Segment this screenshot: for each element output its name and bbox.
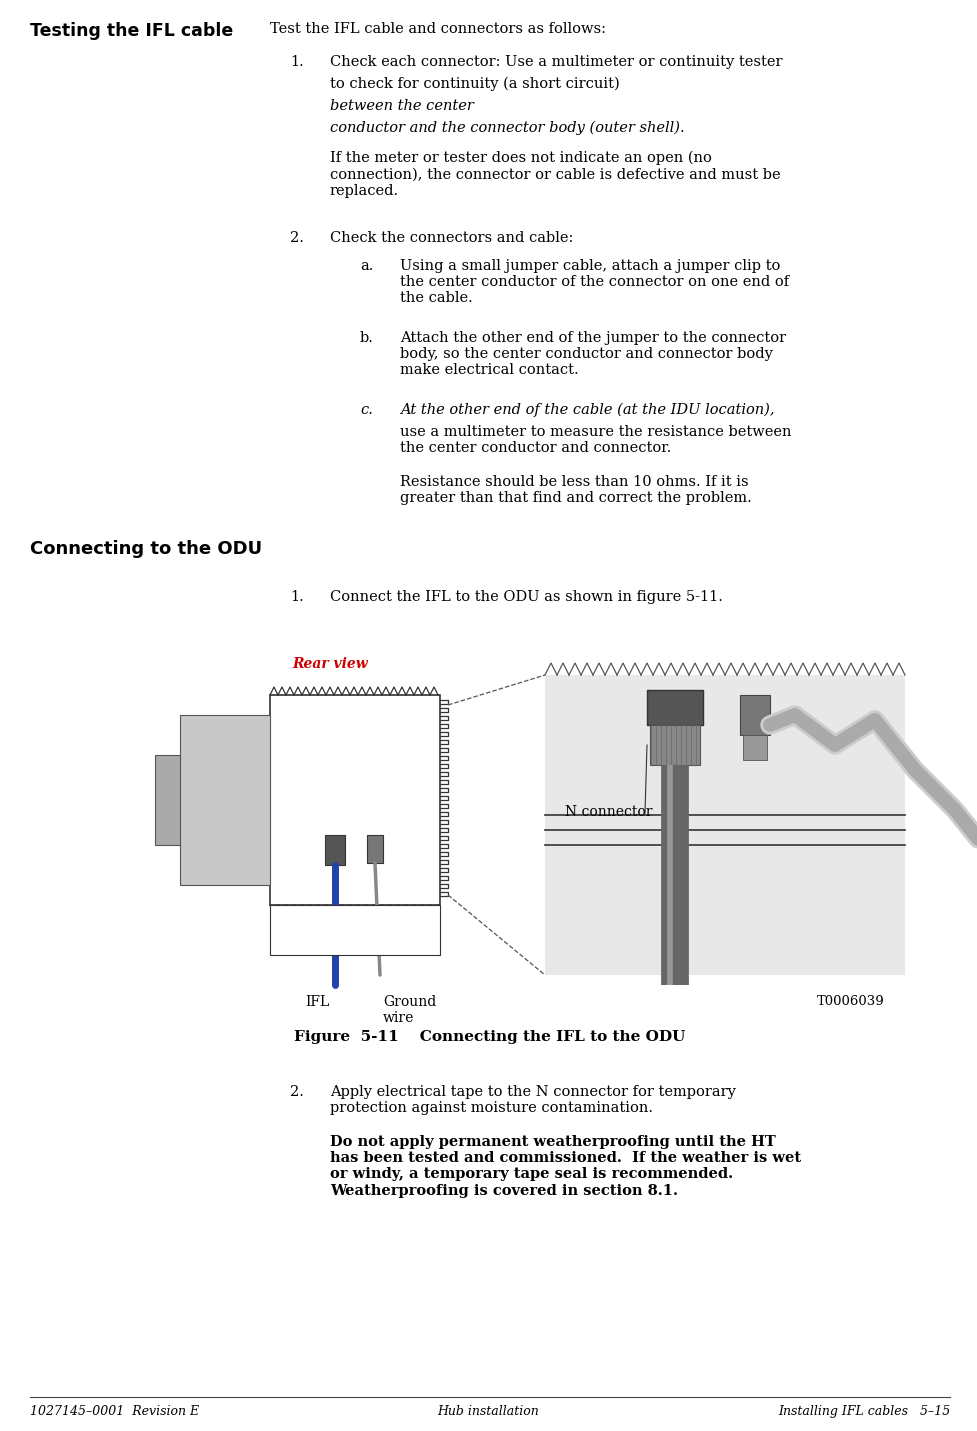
Text: At the other end of the cable (at the IDU location),: At the other end of the cable (at the ID…	[400, 404, 775, 418]
Text: Check each connector: Use a multimeter or continuity tester: Check each connector: Use a multimeter o…	[330, 54, 783, 69]
Text: conductor and the connector body (outer shell).: conductor and the connector body (outer …	[330, 122, 685, 136]
Text: use a multimeter to measure the resistance between
the center conductor and conn: use a multimeter to measure the resistan…	[400, 425, 791, 455]
Bar	[740, 695, 770, 736]
Bar	[650, 726, 700, 766]
Text: between the center: between the center	[330, 99, 474, 113]
Text: Installing IFL cables   5–15: Installing IFL cables 5–15	[778, 1405, 950, 1418]
Bar	[325, 836, 345, 864]
Text: 1027145–0001  Revision E: 1027145–0001 Revision E	[30, 1405, 199, 1418]
Bar	[743, 736, 767, 760]
Text: Testing the IFL cable: Testing the IFL cable	[30, 21, 234, 40]
Bar	[647, 690, 703, 726]
Bar	[545, 675, 905, 975]
Bar	[270, 904, 440, 954]
Text: Hub installation: Hub installation	[437, 1405, 539, 1418]
Text: N connector: N connector	[565, 806, 653, 819]
Text: Attach the other end of the jumper to the connector
body, so the center conducto: Attach the other end of the jumper to th…	[400, 331, 786, 378]
Text: Figure  5-11    Connecting the IFL to the ODU: Figure 5-11 Connecting the IFL to the OD…	[294, 1030, 686, 1045]
Text: c.: c.	[360, 404, 373, 416]
Text: 2.: 2.	[290, 230, 304, 245]
Text: 1.: 1.	[290, 590, 304, 604]
Text: Apply electrical tape to the N connector for temporary
protection against moistu: Apply electrical tape to the N connector…	[330, 1085, 736, 1115]
Text: Resistance should be less than 10 ohms. If it is
greater than that find and corr: Resistance should be less than 10 ohms. …	[400, 475, 751, 505]
Text: b.: b.	[360, 331, 374, 345]
Bar	[180, 716, 270, 884]
Bar	[367, 836, 383, 863]
Text: If the meter or tester does not indicate an open (no
connection), the connector : If the meter or tester does not indicate…	[330, 152, 781, 197]
Text: 1.: 1.	[290, 54, 304, 69]
Text: a.: a.	[360, 259, 373, 273]
Bar	[270, 695, 440, 904]
Text: Do not apply permanent weatherproofing until the HT
has been tested and commissi: Do not apply permanent weatherproofing u…	[330, 1135, 801, 1198]
Text: Test the IFL cable and connectors as follows:: Test the IFL cable and connectors as fol…	[270, 21, 606, 36]
Text: T0006039: T0006039	[817, 995, 885, 1007]
Text: Connect the IFL to the ODU as shown in figure 5-11.: Connect the IFL to the ODU as shown in f…	[330, 590, 723, 604]
Text: Rear view: Rear view	[292, 657, 368, 671]
Text: Connecting to the ODU: Connecting to the ODU	[30, 539, 262, 558]
Text: Ground
wire: Ground wire	[383, 995, 437, 1025]
Text: 2.: 2.	[290, 1085, 304, 1099]
Text: IFL: IFL	[305, 995, 329, 1009]
Text: to check for continuity (a short circuit): to check for continuity (a short circuit…	[330, 77, 624, 92]
Text: Using a small jumper cable, attach a jumper clip to
the center conductor of the : Using a small jumper cable, attach a jum…	[400, 259, 789, 305]
Text: Check the connectors and cable:: Check the connectors and cable:	[330, 230, 573, 245]
Bar	[155, 756, 180, 844]
